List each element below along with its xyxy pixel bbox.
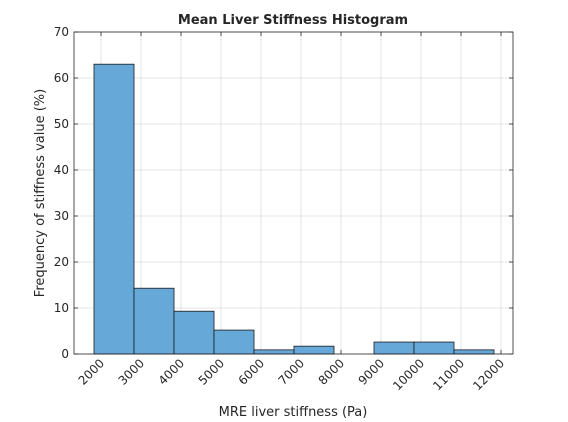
x-tick-label: 11000: [430, 356, 467, 393]
x-tick-label: 6000: [236, 356, 267, 387]
x-axis-label: MRE liver stiffness (Pa): [219, 405, 368, 420]
y-tick-label: 50: [54, 117, 69, 131]
x-tick-label: 9000: [356, 356, 387, 387]
y-tick-label: 40: [54, 163, 69, 177]
x-tick-label: 12000: [470, 356, 507, 393]
y-tick-label: 30: [54, 209, 69, 223]
x-tick-label: 8000: [316, 356, 347, 387]
chart-title: Mean Liver Stiffness Histogram: [178, 13, 408, 28]
y-tick-label: 10: [54, 301, 69, 315]
x-tick-label: 2000: [76, 356, 107, 387]
y-tick-label: 70: [54, 25, 69, 39]
bar: [453, 349, 495, 355]
x-tick-label: 5000: [196, 356, 227, 387]
bar: [413, 341, 455, 355]
bar: [173, 310, 215, 355]
bar: [93, 63, 135, 355]
bar: [293, 345, 335, 355]
bar: [373, 341, 415, 355]
y-tick-label: 20: [54, 255, 69, 269]
y-tick-label: 60: [54, 71, 69, 85]
bar: [133, 287, 175, 355]
x-tick-label: 10000: [390, 356, 427, 393]
x-tick-label: 4000: [156, 356, 187, 387]
x-tick-label: 3000: [116, 356, 147, 387]
y-tick-label: 0: [61, 347, 69, 361]
y-axis-label: Frequency of stiffness value (%): [33, 89, 48, 297]
bar: [253, 349, 295, 355]
x-tick-label: 7000: [276, 356, 307, 387]
bar: [213, 329, 255, 355]
axes-box: [73, 31, 514, 355]
